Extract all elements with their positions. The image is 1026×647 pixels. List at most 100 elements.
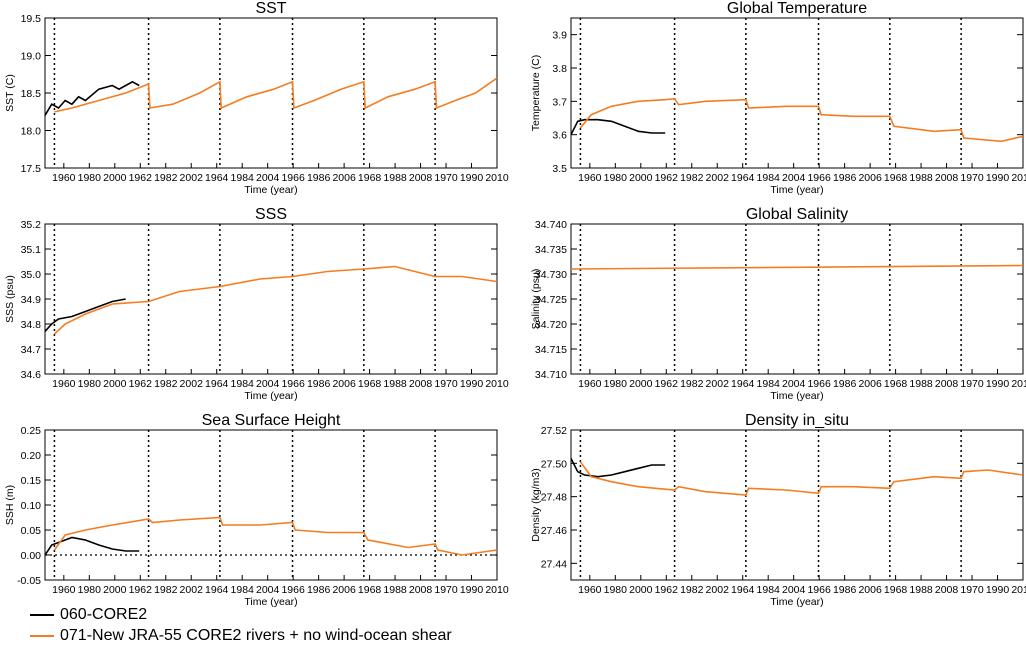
x-tick-label: 1962 [655,378,679,390]
x-tick-label: 2004 [782,584,806,596]
x-tick-label: 1988 [909,172,933,184]
y-tick-label: 27.48 [541,492,567,504]
y-axis-label: SSS (psu) [4,275,16,323]
y-axis-label: SST (C) [4,74,16,112]
x-tick-label: 1990 [460,584,484,596]
x-tick-label: 1980 [604,378,628,390]
x-tick-label: 1962 [129,584,153,596]
x-axis-label: Time (year) [770,390,823,402]
legend-label: 060-CORE2 [60,605,148,623]
x-tick-label: 2008 [409,378,433,390]
x-axis-label: Time (year) [244,184,297,196]
x-tick-label: 1966 [807,584,831,596]
x-tick-label: 2004 [782,378,806,390]
y-tick-label: 19.5 [21,13,42,25]
y-tick-label: 35.1 [21,244,42,256]
y-tick-label: 0.20 [21,450,42,462]
series-line-060-core2 [45,80,140,116]
x-tick-label: 1990 [986,378,1010,390]
x-tick-label: 1970 [960,378,984,390]
x-tick-label: 1960 [578,378,602,390]
x-tick-label: 1990 [460,172,484,184]
x-tick-label: 1960 [52,584,76,596]
x-axis-label: Time (year) [770,596,823,608]
plot-frame [44,17,498,169]
x-tick-label: 2000 [103,584,127,596]
x-tick-label: 1968 [884,378,908,390]
series-line-060-core2 [45,298,126,333]
plot-frame [570,223,1024,375]
y-tick-label: 34.710 [535,369,567,381]
legend-swatch-060-core2 [30,613,54,616]
x-tick-label: 2000 [103,172,127,184]
y-tick-label: 35.0 [21,269,42,281]
x-tick-label: 2004 [256,584,280,596]
y-tick-label: 27.44 [541,558,567,570]
x-tick-label: 1962 [655,584,679,596]
x-tick-label: 1968 [358,172,382,184]
x-tick-label: 1962 [129,378,153,390]
x-tick-label: 1980 [78,378,102,390]
y-tick-label: 34.740 [535,219,567,231]
x-tick-label: 1964 [731,172,755,184]
x-tick-label: 1966 [807,378,831,390]
legend: 060-CORE2 071-New JRA-55 CORE2 rivers + … [30,604,452,646]
y-axis-label: SSH (m) [4,485,16,525]
x-tick-label: 2010 [485,584,509,596]
y-tick-label: 0.05 [21,525,42,537]
x-tick-label: 2004 [256,172,280,184]
y-axis-label: Density (kg/m3) [530,468,542,542]
y-tick-label: 0.25 [21,425,42,437]
x-tick-label: 2004 [782,172,806,184]
plot-frame [44,223,498,375]
x-tick-label: 2000 [629,584,653,596]
y-tick-label: 3.8 [552,63,567,75]
series-line-060-core2 [571,118,666,136]
chart-title: Sea Surface Height [202,412,341,429]
chart-title: SST [255,0,286,17]
x-tick-label: 1982 [154,378,178,390]
x-tick-label: 1962 [655,172,679,184]
x-tick-label: 1988 [383,172,407,184]
x-tick-label: 1968 [358,584,382,596]
y-tick-label: 3.5 [552,163,567,175]
x-tick-label: 1986 [307,584,331,596]
x-tick-label: 1970 [960,584,984,596]
x-tick-label: 1960 [578,584,602,596]
x-tick-label: 1984 [757,172,781,184]
x-tick-label: 1990 [986,172,1010,184]
x-tick-label: 1970 [434,172,458,184]
y-tick-label: 0.00 [21,550,42,562]
x-tick-label: 2000 [103,378,127,390]
x-tick-label: 1964 [205,172,229,184]
plot-frame [570,17,1024,169]
y-tick-label: 34.7 [21,344,42,356]
plot-frame [570,429,1024,581]
x-tick-label: 1960 [578,172,602,184]
x-tick-label: 1986 [833,172,857,184]
y-tick-label: 19.0 [21,51,42,63]
y-tick-label: 34.720 [535,319,567,331]
x-tick-label: 1960 [52,378,76,390]
x-tick-label: 2008 [935,378,959,390]
chart-title: Global Temperature [727,0,867,17]
y-tick-label: 34.9 [21,294,42,306]
x-tick-label: 1964 [731,584,755,596]
y-tick-label: 3.7 [552,96,567,108]
x-tick-label: 2002 [180,378,204,390]
x-tick-label: 1988 [383,378,407,390]
y-tick-label: 3.6 [552,130,567,142]
x-tick-label: 1966 [281,378,305,390]
x-tick-label: 1970 [960,172,984,184]
x-tick-label: 2000 [629,172,653,184]
x-tick-label: 1990 [460,378,484,390]
chart-panel: Density in_situ 27.44 27.46 27.48 27.50 27.52… [530,412,1026,608]
y-tick-label: 34.730 [535,269,567,281]
x-tick-label: 2002 [180,172,204,184]
x-tick-label: 1970 [434,584,458,596]
x-axis-label: Time (year) [244,596,297,608]
x-tick-label: 1982 [154,584,178,596]
